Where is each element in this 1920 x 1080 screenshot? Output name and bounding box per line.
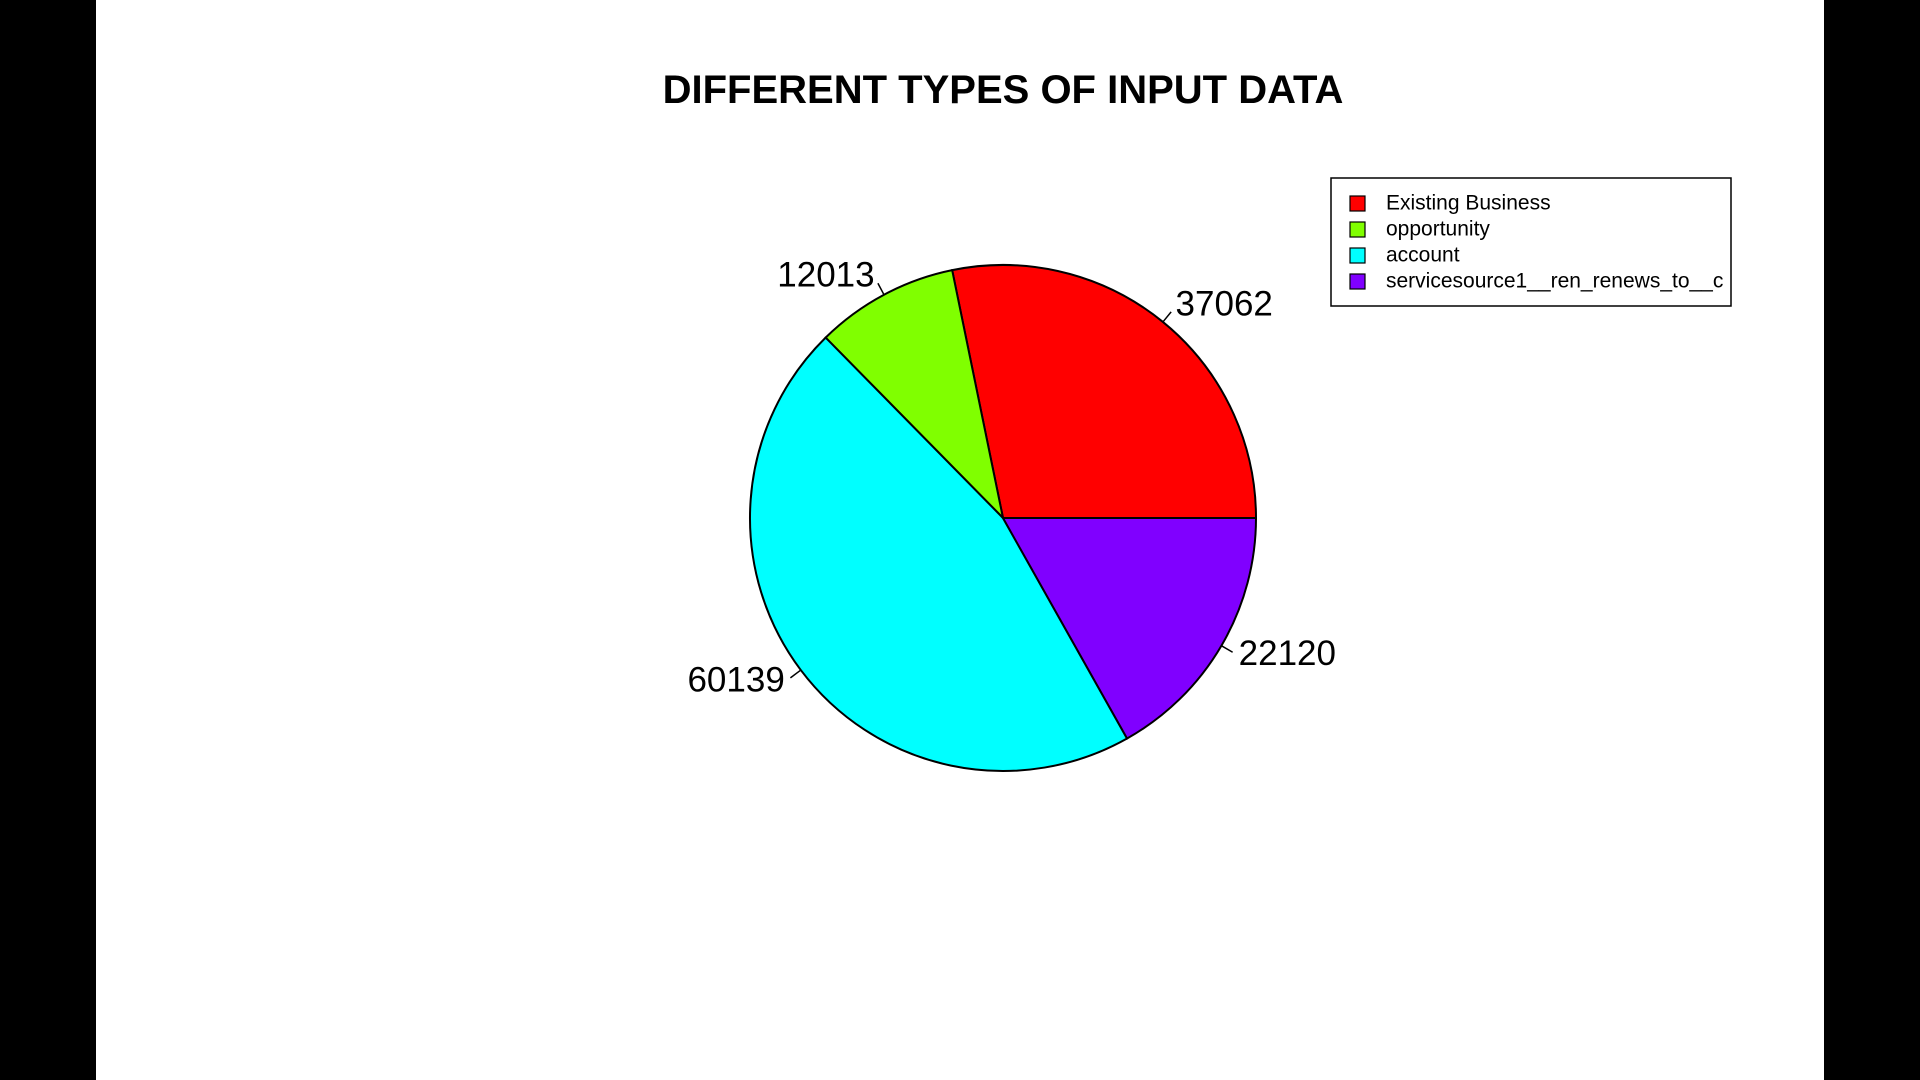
legend-label: opportunity: [1386, 218, 1490, 241]
legend-swatch: [1349, 247, 1366, 264]
slice-value-label: 12013: [777, 255, 874, 294]
legend-label: account: [1386, 244, 1460, 267]
slice-label-tick: [877, 282, 885, 296]
legend: Existing Business opportunity account servi…: [1330, 177, 1732, 307]
slice-value-label: 22120: [1239, 634, 1336, 673]
pie-slice-account: [749, 336, 1129, 772]
pie-slices: [749, 264, 1258, 772]
legend-box: [1330, 177, 1732, 307]
legend-swatch: [1349, 221, 1366, 238]
legend-label: Existing Business: [1386, 192, 1551, 215]
slice-label-tick: [1162, 311, 1172, 323]
legend-label: servicesource1__ren_renews_to__c: [1386, 270, 1723, 293]
plot-area: DIFFERENT TYPES OF INPUT DATA 37062 12013…: [96, 0, 1824, 1080]
legend-swatch: [1349, 273, 1366, 290]
pie-slice-servicesource1-ren-renews-to-c: [1001, 517, 1258, 740]
chart-title: DIFFERENT TYPES OF INPUT DATA: [663, 68, 1344, 112]
pie-slice-labels: 37062 12013 60139 22120: [687, 255, 1336, 699]
slice-label-tick: [789, 669, 802, 679]
pie-chart: DIFFERENT TYPES OF INPUT DATA 37062 12013…: [663, 68, 1732, 772]
pie-slice-opportunity: [824, 268, 1005, 522]
slice-value-label: 37062: [1176, 285, 1273, 324]
legend-swatch: [1349, 195, 1366, 212]
slice-label-tick: [1221, 645, 1234, 653]
slice-value-label: 60139: [687, 660, 784, 699]
